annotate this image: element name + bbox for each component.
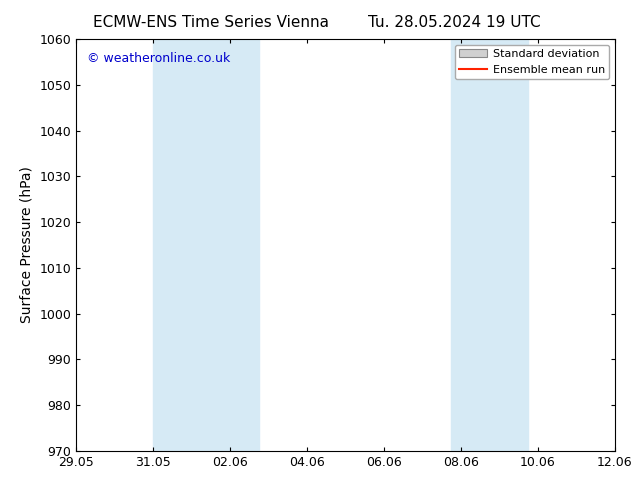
Bar <box>451 39 528 451</box>
Y-axis label: Surface Pressure (hPa): Surface Pressure (hPa) <box>20 167 34 323</box>
Bar <box>153 39 259 451</box>
Text: ECMW-ENS Time Series Vienna        Tu. 28.05.2024 19 UTC: ECMW-ENS Time Series Vienna Tu. 28.05.20… <box>93 15 541 30</box>
Legend: Standard deviation, Ensemble mean run: Standard deviation, Ensemble mean run <box>455 45 609 79</box>
Text: © weatheronline.co.uk: © weatheronline.co.uk <box>87 51 230 65</box>
